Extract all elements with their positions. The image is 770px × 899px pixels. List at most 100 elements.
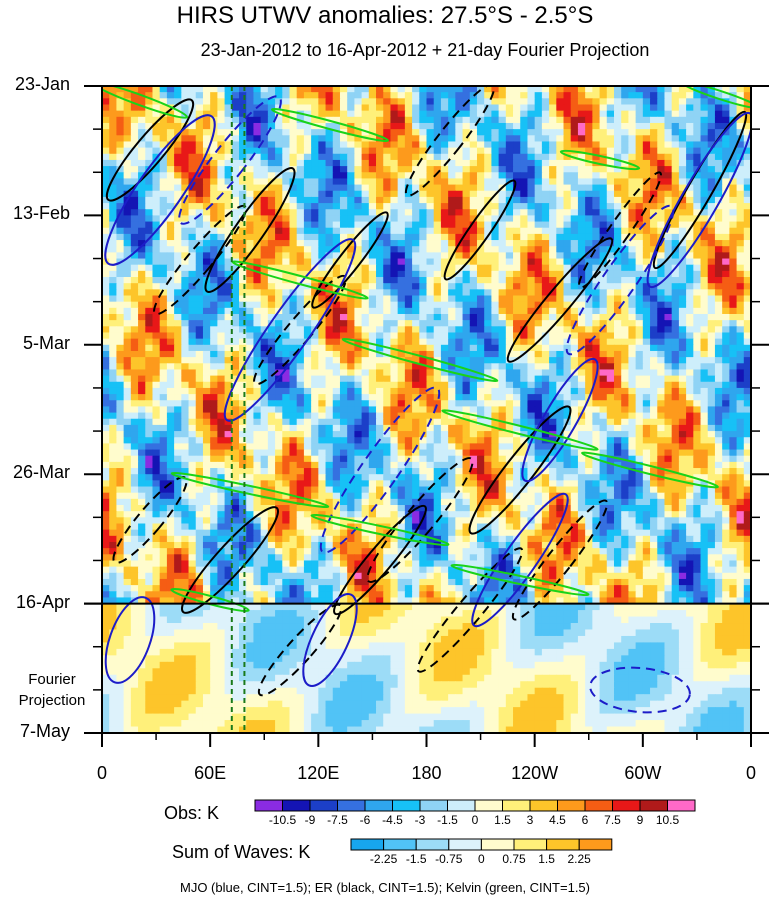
field-cell: [267, 215, 276, 223]
field-cell: [440, 233, 449, 241]
field-cell: [577, 375, 586, 383]
field-cell: [397, 406, 406, 414]
field-cell: [714, 209, 723, 216]
field-cell: [260, 172, 269, 180]
field-cell: [729, 264, 738, 272]
field-cell: [152, 178, 161, 186]
field-cell: [130, 332, 139, 340]
field-cell: [159, 129, 168, 136]
field-cell: [657, 387, 666, 395]
field-cell: [476, 215, 485, 223]
field-cell: [541, 110, 550, 118]
field-cell: [239, 246, 247, 253]
field-cell: [303, 98, 312, 106]
field-cell: [556, 215, 565, 223]
field-cell: [224, 122, 233, 130]
field-cell: [159, 381, 168, 389]
field-cell: [613, 307, 622, 315]
field-cell: [368, 418, 377, 426]
field-cell: [303, 326, 312, 334]
field-cell: [224, 92, 233, 99]
field-cell: [556, 394, 565, 401]
field-cell: [174, 400, 182, 408]
field-cell: [455, 184, 464, 192]
field-cell: [635, 289, 644, 297]
field-cell: [361, 320, 370, 327]
field-cell: [166, 196, 175, 204]
field-cell: [577, 381, 586, 389]
field-cell: [260, 400, 269, 408]
field-cell: [397, 400, 406, 408]
field-cell: [606, 412, 615, 420]
field-cell: [628, 264, 637, 272]
field-cell: [484, 412, 492, 420]
field-cell: [246, 129, 255, 136]
field-cell: [534, 221, 543, 229]
field-cell: [520, 147, 529, 155]
field-cell: [549, 240, 557, 247]
field-cell: [707, 172, 716, 180]
field-cell: [476, 277, 485, 284]
field-cell: [116, 350, 125, 358]
field-cell: [657, 412, 666, 420]
field-cell: [549, 184, 557, 192]
field-cell: [462, 307, 471, 315]
field-cell: [130, 104, 139, 112]
field-cell: [159, 350, 168, 358]
field-cell: [570, 363, 579, 371]
field-cell: [397, 363, 406, 371]
field-cell: [570, 295, 579, 303]
field-cell: [621, 178, 630, 186]
field-cell: [433, 184, 442, 192]
field-cell: [138, 233, 146, 241]
field-cell: [390, 277, 399, 284]
field-cell: [613, 172, 622, 180]
field-cell: [195, 400, 204, 408]
field-cell: [700, 357, 709, 364]
field-cell: [585, 135, 593, 143]
field-cell: [354, 141, 363, 149]
field-cell: [476, 227, 485, 235]
field-cell: [426, 135, 435, 143]
field-cell: [469, 387, 478, 395]
field-cell: [123, 332, 132, 340]
field-cell: [606, 166, 615, 173]
field-cell: [736, 246, 745, 253]
field-cell: [202, 246, 211, 253]
field-cell: [693, 295, 702, 303]
field-cell: [426, 326, 435, 334]
field-cell: [246, 227, 255, 235]
field-cell: [260, 332, 269, 340]
field-cell: [239, 104, 247, 112]
field-cell: [397, 394, 406, 401]
field-cell: [455, 178, 464, 186]
field-cell: [130, 135, 139, 143]
field-cell: [376, 153, 384, 161]
field-cell: [123, 313, 132, 321]
field-cell: [462, 326, 471, 334]
field-cell: [657, 344, 666, 352]
field-cell: [657, 394, 666, 401]
field-cell: [419, 412, 428, 420]
field-cell: [404, 215, 413, 223]
field-cell: [736, 141, 745, 149]
field-cell: [621, 246, 630, 253]
field-cell: [606, 172, 615, 180]
field-cell: [440, 381, 449, 389]
field-cell: [159, 153, 168, 161]
field-cell: [289, 258, 298, 266]
field-cell: [109, 418, 118, 426]
field-cell: [722, 215, 730, 223]
field-cell: [138, 418, 146, 426]
field-cell: [195, 227, 204, 235]
field-cell: [419, 387, 428, 395]
field-cell: [556, 289, 565, 297]
field-cell: [152, 104, 161, 112]
field-cell: [513, 153, 521, 161]
field-cell: [606, 338, 615, 346]
field-cell: [289, 110, 298, 118]
field-cell: [332, 98, 341, 106]
field-cell: [664, 375, 673, 383]
field-cell: [700, 98, 709, 106]
field-cell: [657, 215, 666, 223]
